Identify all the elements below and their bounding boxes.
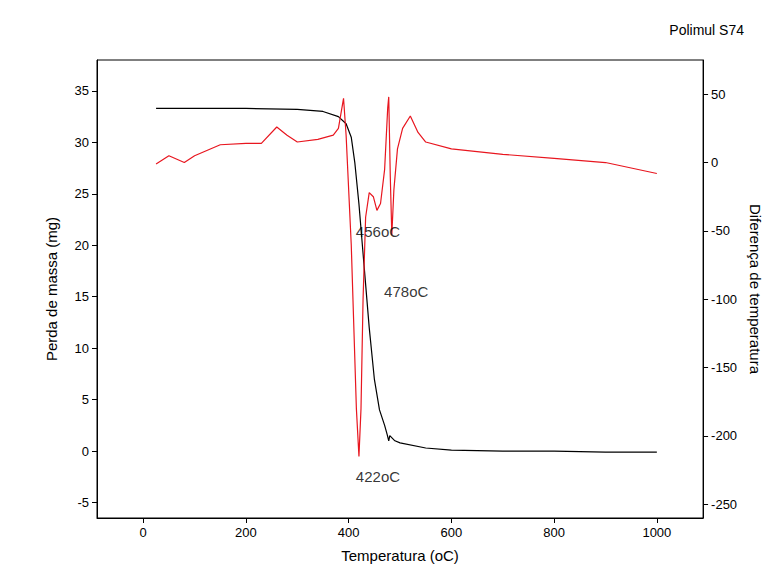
svg-text:-5: -5 [77, 495, 89, 510]
svg-text:Polimul S74: Polimul S74 [669, 22, 744, 38]
svg-text:200: 200 [235, 525, 257, 540]
svg-text:Perda de massa (mg): Perda de massa (mg) [43, 217, 60, 361]
svg-text:-250: -250 [711, 497, 737, 512]
svg-text:Diferença de temperatura: Diferença de temperatura [747, 204, 764, 375]
svg-text:30: 30 [75, 135, 89, 150]
svg-text:50: 50 [711, 87, 725, 102]
svg-text:800: 800 [543, 525, 565, 540]
svg-text:5: 5 [82, 392, 89, 407]
svg-text:600: 600 [441, 525, 463, 540]
svg-text:456oC: 456oC [356, 223, 400, 240]
svg-text:400: 400 [338, 525, 360, 540]
svg-text:20: 20 [75, 238, 89, 253]
svg-text:1000: 1000 [642, 525, 671, 540]
svg-text:0: 0 [140, 525, 147, 540]
svg-text:25: 25 [75, 186, 89, 201]
svg-text:-100: -100 [711, 292, 737, 307]
svg-text:15: 15 [75, 289, 89, 304]
svg-text:0: 0 [711, 155, 718, 170]
svg-text:35: 35 [75, 83, 89, 98]
svg-text:0: 0 [82, 444, 89, 459]
svg-text:-50: -50 [711, 223, 730, 238]
svg-text:478oC: 478oC [384, 283, 428, 300]
svg-text:Temperatura (oC): Temperatura (oC) [341, 547, 459, 564]
svg-text:10: 10 [75, 341, 89, 356]
svg-text:422oC: 422oC [356, 468, 400, 485]
svg-text:-150: -150 [711, 360, 737, 375]
svg-text:-200: -200 [711, 428, 737, 443]
